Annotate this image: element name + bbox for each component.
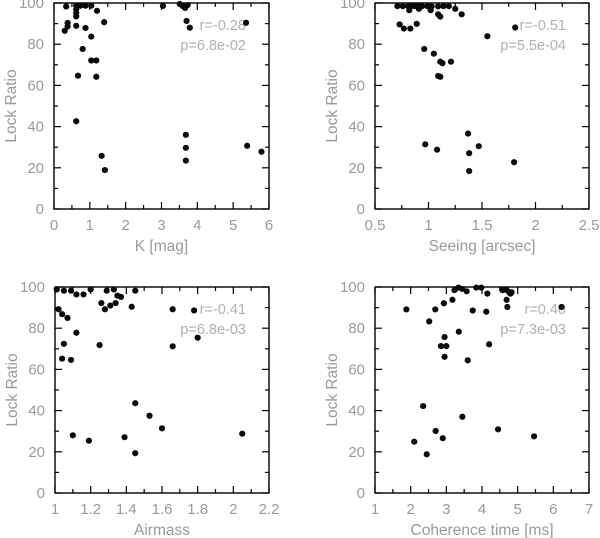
svg-text:80: 80 (348, 36, 365, 53)
svg-text:100: 100 (19, 0, 44, 12)
svg-text:Lock Ratio: Lock Ratio (324, 353, 341, 426)
svg-text:Coherence time [ms]: Coherence time [ms] (411, 522, 554, 538)
svg-text:6: 6 (549, 501, 557, 518)
svg-text:6: 6 (265, 217, 273, 234)
svg-text:0.5: 0.5 (365, 217, 386, 234)
svg-text:80: 80 (28, 320, 45, 337)
svg-text:2: 2 (531, 217, 539, 234)
svg-text:60: 60 (27, 77, 44, 94)
svg-text:3: 3 (442, 501, 450, 518)
svg-text:40: 40 (348, 403, 365, 420)
svg-text:20: 20 (348, 444, 365, 461)
svg-text:r=-0.28: r=-0.28 (200, 18, 246, 34)
svg-text:60: 60 (348, 361, 365, 378)
svg-text:2: 2 (121, 217, 129, 234)
svg-text:p=5.5e-04: p=5.5e-04 (500, 38, 566, 54)
svg-text:100: 100 (20, 279, 45, 296)
svg-text:7: 7 (585, 501, 593, 518)
svg-text:100: 100 (340, 0, 365, 12)
svg-text:1: 1 (371, 501, 379, 518)
svg-text:5: 5 (229, 217, 237, 234)
svg-text:4: 4 (478, 501, 486, 518)
svg-text:r=-0.41: r=-0.41 (200, 302, 246, 318)
svg-text:1.2: 1.2 (80, 501, 101, 518)
svg-text:Lock Ratio: Lock Ratio (3, 69, 20, 142)
svg-text:Seeing [arcsec]: Seeing [arcsec] (429, 238, 536, 255)
svg-text:60: 60 (348, 77, 365, 94)
svg-text:Airmass: Airmass (134, 522, 190, 538)
svg-text:1: 1 (86, 217, 94, 234)
svg-text:0: 0 (36, 201, 44, 218)
svg-text:2: 2 (406, 501, 414, 518)
svg-text:20: 20 (348, 160, 365, 177)
svg-text:20: 20 (27, 160, 44, 177)
svg-text:K [mag]: K [mag] (135, 238, 188, 255)
svg-text:0: 0 (357, 485, 365, 502)
svg-text:80: 80 (27, 36, 44, 53)
svg-text:20: 20 (28, 444, 45, 461)
svg-text:Lock Ratio: Lock Ratio (4, 353, 21, 426)
svg-text:p=6.8e-02: p=6.8e-02 (180, 38, 246, 54)
svg-text:1: 1 (51, 501, 59, 518)
svg-text:4: 4 (193, 217, 201, 234)
svg-text:60: 60 (28, 361, 45, 378)
svg-text:r=0.40: r=0.40 (524, 302, 566, 318)
svg-text:p=6.8e-03: p=6.8e-03 (180, 322, 246, 338)
svg-text:2.5: 2.5 (579, 217, 600, 234)
svg-text:1.4: 1.4 (116, 501, 137, 518)
svg-text:40: 40 (348, 119, 365, 136)
svg-text:3: 3 (157, 217, 165, 234)
svg-text:100: 100 (340, 279, 365, 296)
svg-text:1: 1 (424, 217, 432, 234)
svg-text:Lock Ratio: Lock Ratio (324, 69, 341, 142)
svg-text:5: 5 (513, 501, 521, 518)
svg-text:40: 40 (28, 403, 45, 420)
svg-text:40: 40 (27, 119, 44, 136)
svg-text:0: 0 (50, 217, 58, 234)
svg-text:1.8: 1.8 (187, 501, 208, 518)
svg-text:0: 0 (37, 485, 45, 502)
svg-text:p=7.3e-03: p=7.3e-03 (500, 322, 566, 338)
svg-text:80: 80 (348, 320, 365, 337)
svg-text:1.6: 1.6 (152, 501, 173, 518)
svg-text:2.2: 2.2 (259, 501, 280, 518)
svg-text:2: 2 (229, 501, 237, 518)
svg-text:0: 0 (357, 201, 365, 218)
svg-text:1.5: 1.5 (472, 217, 493, 234)
svg-text:r=-0.51: r=-0.51 (520, 18, 566, 34)
